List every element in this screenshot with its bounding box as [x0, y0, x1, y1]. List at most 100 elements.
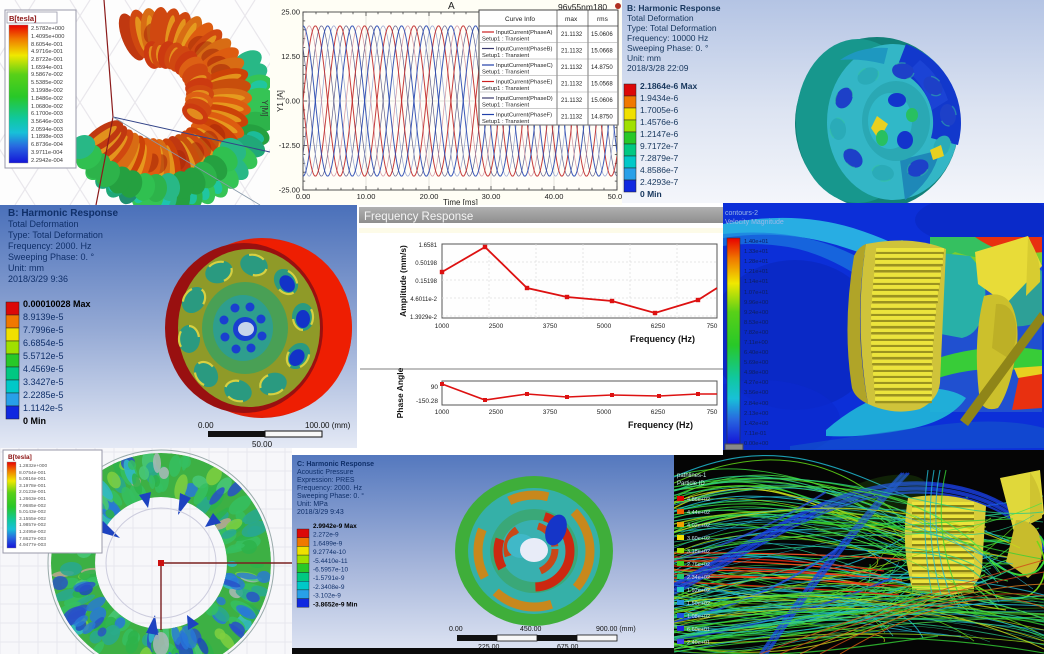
svg-text:Frequency: 2000. Hz: Frequency: 2000. Hz: [8, 241, 92, 251]
svg-text:0.00: 0.00: [285, 97, 300, 106]
svg-text:1.9434e-6: 1.9434e-6: [640, 93, 679, 103]
svg-text:9.7172e-7: 9.7172e-7: [640, 141, 679, 151]
svg-text:0.50198: 0.50198: [415, 261, 437, 267]
svg-text:1.2495e-002: 1.2495e-002: [19, 529, 46, 535]
svg-text:0.00: 0.00: [296, 192, 311, 201]
svg-text:8.9139e-5: 8.9139e-5: [23, 312, 64, 322]
svg-text:Frequency Response: Frequency Response: [364, 211, 473, 223]
svg-text:0.15198: 0.15198: [415, 279, 437, 285]
svg-text:InputCurrent(PhaseD): InputCurrent(PhaseD): [496, 96, 553, 102]
svg-text:rms: rms: [597, 16, 609, 23]
svg-text:1.21e+01: 1.21e+01: [744, 269, 768, 275]
svg-text:2.272e-9: 2.272e-9: [313, 532, 339, 539]
svg-text:1.08e+02: 1.08e+02: [687, 614, 710, 620]
svg-text:50.00: 50.00: [608, 192, 627, 201]
svg-text:2.9942e-9 Max: 2.9942e-9 Max: [313, 523, 357, 530]
svg-text:15.0606: 15.0606: [591, 98, 613, 104]
svg-text:8.0754e-001: 8.0754e-001: [19, 470, 46, 476]
svg-text:Type: Total Deformation: Type: Total Deformation: [627, 23, 717, 33]
svg-text:1.28e+01: 1.28e+01: [744, 259, 768, 265]
svg-text:Setup1 : Transient: Setup1 : Transient: [482, 103, 529, 109]
svg-text:-3.102e-9: -3.102e-9: [313, 593, 341, 600]
svg-text:B[tesla]: B[tesla]: [9, 14, 37, 23]
svg-text:6.8736e-004: 6.8736e-004: [31, 142, 63, 148]
svg-text:4.8586e-7: 4.8586e-7: [640, 165, 679, 175]
svg-text:10.00: 10.00: [357, 192, 376, 201]
svg-text:6.40e+00: 6.40e+00: [744, 350, 768, 356]
svg-text:-25.00: -25.00: [279, 186, 300, 195]
svg-text:4.27e+00: 4.27e+00: [744, 380, 768, 386]
svg-text:6250: 6250: [651, 409, 666, 416]
svg-text:2018/3/29 9:36: 2018/3/29 9:36: [8, 274, 68, 284]
svg-text:7.8627e-003: 7.8627e-003: [19, 536, 46, 542]
svg-text:-2.3408e-9: -2.3408e-9: [313, 584, 345, 591]
svg-text:7.7996e-5: 7.7996e-5: [23, 325, 64, 335]
svg-text:225.00: 225.00: [478, 644, 500, 651]
svg-text:9.5867e-002: 9.5867e-002: [31, 72, 63, 78]
svg-text:14.8750: 14.8750: [591, 115, 613, 121]
svg-text:5.0143e-002: 5.0143e-002: [19, 509, 46, 515]
svg-text:Setup1 : Transient: Setup1 : Transient: [482, 86, 529, 92]
svg-text:15.0606: 15.0606: [591, 32, 613, 38]
svg-text:1.14e+01: 1.14e+01: [744, 279, 768, 285]
svg-text:9.96e+00: 9.96e+00: [744, 300, 768, 306]
svg-text:7.11e+00: 7.11e+00: [744, 340, 768, 346]
svg-text:50.00: 50.00: [252, 440, 273, 449]
svg-text:4.6011e-2: 4.6011e-2: [410, 297, 437, 303]
svg-text:B[tesla]: B[tesla]: [8, 454, 32, 461]
svg-text:1.2147e-6: 1.2147e-6: [640, 129, 679, 139]
svg-text:21.1132: 21.1132: [561, 32, 583, 38]
svg-text:21.1132: 21.1132: [561, 49, 583, 55]
svg-text:Acoustic Pressure: Acoustic Pressure: [297, 469, 354, 476]
svg-text:2500: 2500: [489, 409, 504, 416]
svg-text:2.5782e+000: 2.5782e+000: [31, 26, 64, 32]
svg-text:4.44e+02: 4.44e+02: [687, 510, 710, 516]
svg-text:0.00010028 Max: 0.00010028 Max: [23, 299, 91, 309]
svg-text:750: 750: [707, 409, 718, 416]
svg-text:1.50e+02: 1.50e+02: [687, 601, 710, 607]
svg-text:9.2774e-10: 9.2774e-10: [313, 549, 346, 556]
svg-text:5.69e+00: 5.69e+00: [744, 360, 768, 366]
svg-text:max: max: [565, 16, 578, 23]
svg-text:9.24e+00: 9.24e+00: [744, 310, 768, 316]
svg-text:1.0680e-002: 1.0680e-002: [31, 104, 63, 110]
svg-text:7.82e+00: 7.82e+00: [744, 330, 768, 336]
svg-text:1.6594e-001: 1.6594e-001: [31, 65, 63, 71]
svg-text:InputCurrent(PhaseE): InputCurrent(PhaseE): [496, 80, 552, 86]
svg-text:2018/3/29 9:43: 2018/3/29 9:43: [297, 509, 344, 516]
svg-text:Setup1 : Transient: Setup1 : Transient: [482, 53, 529, 59]
svg-text:Particle ID: Particle ID: [677, 481, 705, 487]
svg-text:2.13e+00: 2.13e+00: [744, 411, 768, 417]
svg-text:-1.5791e-9: -1.5791e-9: [313, 575, 345, 582]
svg-text:A: A: [448, 1, 455, 12]
svg-text:C: Harmonic Response: C: Harmonic Response: [297, 461, 374, 468]
svg-text:3.9711e-004: 3.9711e-004: [31, 150, 63, 156]
svg-text:-6.5957e-10: -6.5957e-10: [313, 567, 348, 574]
svg-text:7.2879e-7: 7.2879e-7: [640, 153, 679, 163]
svg-text:0 Min: 0 Min: [23, 416, 46, 426]
svg-text:450.00: 450.00: [520, 626, 542, 633]
svg-text:3.18e+02: 3.18e+02: [687, 549, 710, 555]
svg-text:25.00: 25.00: [281, 8, 300, 17]
svg-text:6.1700e-003: 6.1700e-003: [31, 111, 63, 117]
svg-text:8.6054e-001: 8.6054e-001: [31, 42, 63, 48]
svg-text:pathlines-1: pathlines-1: [677, 473, 707, 479]
svg-text:2.84e+00: 2.84e+00: [744, 401, 768, 407]
svg-text:Sweeping Phase: 0. °: Sweeping Phase: 0. °: [627, 43, 708, 53]
svg-text:1.40e+01: 1.40e+01: [744, 239, 768, 245]
svg-text:2.1864e-6 Max: 2.1864e-6 Max: [640, 81, 697, 91]
svg-text:20.00: 20.00: [420, 192, 439, 201]
svg-text:3.60e+02: 3.60e+02: [687, 536, 710, 542]
svg-text:-3.8652e-9 Min: -3.8652e-9 Min: [313, 601, 357, 608]
svg-text:1.3929e-2: 1.3929e-2: [410, 315, 438, 321]
svg-text:21.1132: 21.1132: [561, 82, 583, 88]
svg-text:contours-2: contours-2: [725, 210, 758, 217]
svg-text:B: Harmonic Response: B: Harmonic Response: [8, 208, 118, 219]
svg-text:1000: 1000: [435, 409, 450, 416]
svg-text:3750: 3750: [543, 409, 558, 416]
svg-text:5.5712e-5: 5.5712e-5: [23, 351, 64, 361]
svg-text:Total Deformation: Total Deformation: [627, 13, 694, 23]
svg-text:1.07e+01: 1.07e+01: [744, 290, 768, 296]
svg-text:1.92e+02: 1.92e+02: [687, 588, 710, 594]
svg-text:1.8486e-002: 1.8486e-002: [31, 96, 63, 102]
